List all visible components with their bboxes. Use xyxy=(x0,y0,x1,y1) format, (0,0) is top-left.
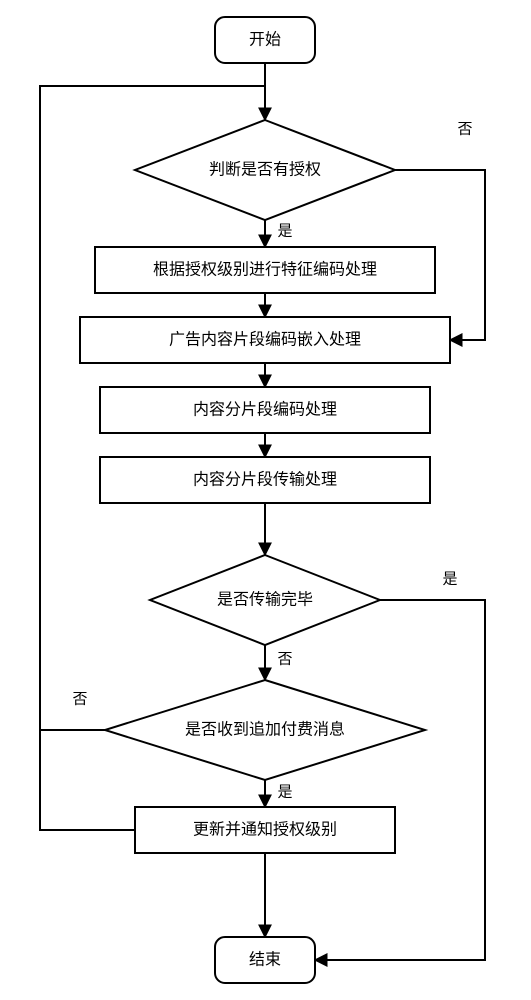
flow-edge xyxy=(40,730,135,830)
node-d_pay: 是否收到追加付费消息 xyxy=(105,680,425,780)
flow-edge xyxy=(315,600,485,960)
edge-label: 是 xyxy=(277,784,292,800)
node-p_trans: 内容分片段传输处理 xyxy=(100,457,430,503)
node-label: 开始 xyxy=(249,31,281,49)
node-label: 判断是否有授权 xyxy=(209,161,321,179)
node-d_done: 是否传输完毕 xyxy=(150,555,380,645)
node-p_ad: 广告内容片段编码嵌入处理 xyxy=(80,317,450,363)
edge-label: 否 xyxy=(72,691,87,707)
edge-label: 否 xyxy=(457,121,472,137)
node-label: 是否收到追加付费消息 xyxy=(185,721,345,739)
node-label: 是否传输完毕 xyxy=(217,591,313,609)
node-p_feat: 根据授权级别进行特征编码处理 xyxy=(95,247,435,293)
node-end: 结束 xyxy=(215,937,315,983)
node-p_upd: 更新并通知授权级别 xyxy=(135,807,395,853)
node-label: 更新并通知授权级别 xyxy=(193,821,337,839)
edge-label: 是 xyxy=(277,223,292,239)
node-d_auth: 判断是否有授权 xyxy=(135,120,395,220)
flowchart: 是否是否是否开始判断是否有授权根据授权级别进行特征编码处理广告内容片段编码嵌入处… xyxy=(0,0,531,1000)
edge-label: 是 xyxy=(442,571,457,587)
node-label: 内容分片段传输处理 xyxy=(193,471,337,489)
node-label: 根据授权级别进行特征编码处理 xyxy=(153,261,377,279)
node-label: 内容分片段编码处理 xyxy=(193,401,337,419)
edge-label: 否 xyxy=(277,651,292,667)
node-label: 广告内容片段编码嵌入处理 xyxy=(169,331,361,349)
node-start: 开始 xyxy=(215,17,315,63)
node-label: 结束 xyxy=(249,951,281,969)
node-p_seg: 内容分片段编码处理 xyxy=(100,387,430,433)
